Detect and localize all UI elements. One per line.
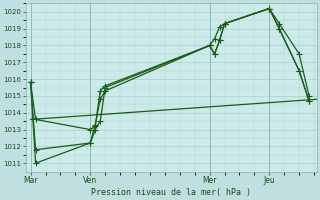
X-axis label: Pression niveau de la mer( hPa ): Pression niveau de la mer( hPa ) <box>91 188 251 197</box>
